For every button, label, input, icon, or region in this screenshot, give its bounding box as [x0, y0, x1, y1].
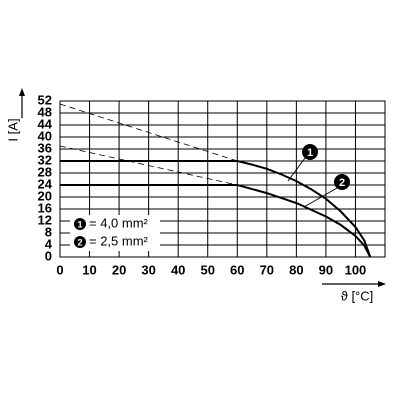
callout-leader — [287, 157, 306, 182]
y-tick-label: 44 — [38, 116, 53, 131]
legend-marker-label: 2 — [77, 237, 82, 247]
x-axis-title: ϑ [°C] — [341, 288, 374, 303]
legend-label: = 2,5 mm² — [89, 233, 149, 248]
y-tick-label: 48 — [38, 104, 52, 119]
x-arrow-head — [378, 281, 386, 287]
x-tick-label: 50 — [200, 262, 214, 277]
x-tick-label: 100 — [345, 262, 367, 277]
y-axis-title: I [A] — [5, 118, 20, 141]
y-tick-label: 40 — [38, 128, 52, 143]
x-tick-label: 10 — [82, 262, 96, 277]
y-tick-label: 36 — [38, 140, 52, 155]
x-tick-label: 30 — [141, 262, 155, 277]
legend-marker-label: 1 — [77, 219, 82, 229]
x-tick-label: 20 — [112, 262, 126, 277]
callout-circle — [334, 174, 350, 190]
y-tick-label: 28 — [38, 164, 52, 179]
series-line — [60, 160, 372, 258]
extension-line — [59, 145, 238, 186]
callout-circle — [302, 144, 318, 160]
y-tick-label: 32 — [38, 152, 52, 167]
callout-leader — [303, 187, 338, 208]
y-tick-label: 8 — [45, 224, 52, 239]
x-tick-label: 40 — [171, 262, 185, 277]
legend-bg — [70, 233, 160, 251]
y-tick-label: 52 — [38, 92, 52, 107]
x-tick-label: 70 — [260, 262, 274, 277]
y-tick-label: 24 — [38, 176, 53, 191]
series-line — [60, 184, 372, 258]
extension-line — [59, 103, 238, 162]
legend-bg — [70, 215, 160, 233]
legend-marker — [74, 218, 86, 230]
x-tick-label: 0 — [56, 262, 63, 277]
y-tick-label: 12 — [38, 212, 52, 227]
x-tick-label: 90 — [319, 262, 333, 277]
callout-label: 1 — [307, 147, 313, 159]
y-arrow-head — [19, 88, 25, 96]
y-tick-label: 4 — [45, 236, 53, 251]
legend-label: = 4,0 mm² — [89, 215, 149, 230]
y-tick-label: 0 — [45, 248, 52, 263]
x-tick-label: 60 — [230, 262, 244, 277]
callout-label: 2 — [339, 177, 345, 189]
y-tick-label: 16 — [38, 200, 52, 215]
x-tick-label: 80 — [289, 262, 303, 277]
legend-marker — [74, 236, 86, 248]
y-tick-label: 20 — [38, 188, 52, 203]
